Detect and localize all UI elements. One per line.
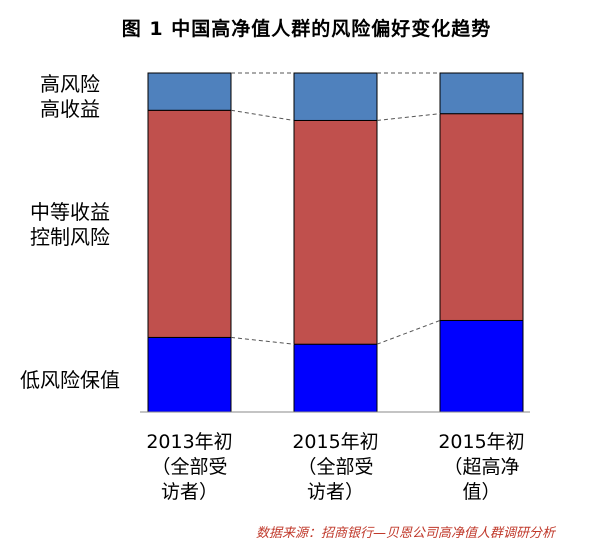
bar-0-segment-1: [147, 109, 232, 338]
bar-1-segment-2: [293, 72, 378, 121]
category-label-1-line-1: （全部受: [297, 456, 374, 478]
source-note: 数据来源：招商银行—贝恩公司高净值人群调研分析: [255, 526, 555, 541]
category-label-2-line-0: 2015年初: [438, 431, 525, 453]
bar-2-segment-2: [439, 72, 524, 115]
category-label-0-line-2: 访者）: [160, 481, 218, 503]
category-label-2-line-1: （超高净: [443, 456, 520, 478]
chart-title: 图 1 中国高净值人群的风险偏好变化趋势: [121, 18, 492, 40]
connector-line-1-2: [376, 113, 441, 121]
row-label-low-line1: 低风险保值: [20, 368, 120, 392]
bar-1-segment-1: [293, 119, 378, 345]
connector-line-1-1: [376, 320, 441, 345]
row-label-mid-line1: 中等收益: [30, 200, 110, 224]
category-label-1-line-2: 访者）: [306, 481, 364, 503]
row-label-high-risk: 高风险 高收益: [10, 72, 130, 122]
category-label-2-line-2: 值）: [462, 481, 501, 503]
connector-line-0-1: [230, 336, 295, 345]
bar-2-segment-0: [439, 319, 524, 413]
category-label-0: 2013年初 （全部受访者）: [120, 430, 260, 505]
row-label-high-line2: 高收益: [40, 97, 100, 121]
row-label-mid-line2: 控制风险: [30, 225, 110, 249]
category-label-2: 2015年初 （超高净值）: [412, 430, 552, 505]
bar-2-segment-1: [439, 113, 524, 321]
category-label-1-line-0: 2015年初: [292, 431, 379, 453]
category-label-0-line-1: （全部受: [151, 456, 228, 478]
row-label-low-risk: 低风险保值: [10, 368, 130, 393]
bar-0-segment-0: [147, 336, 232, 413]
row-label-mid-risk: 中等收益 控制风险: [10, 200, 130, 250]
bar-0-segment-2: [147, 72, 232, 111]
bar-1-segment-0: [293, 343, 378, 413]
category-label-0-line-0: 2013年初: [146, 431, 233, 453]
category-label-1: 2015年初 （全部受访者）: [266, 430, 406, 505]
connector-line-0-2: [230, 109, 295, 121]
row-label-high-line1: 高风险: [40, 72, 100, 96]
